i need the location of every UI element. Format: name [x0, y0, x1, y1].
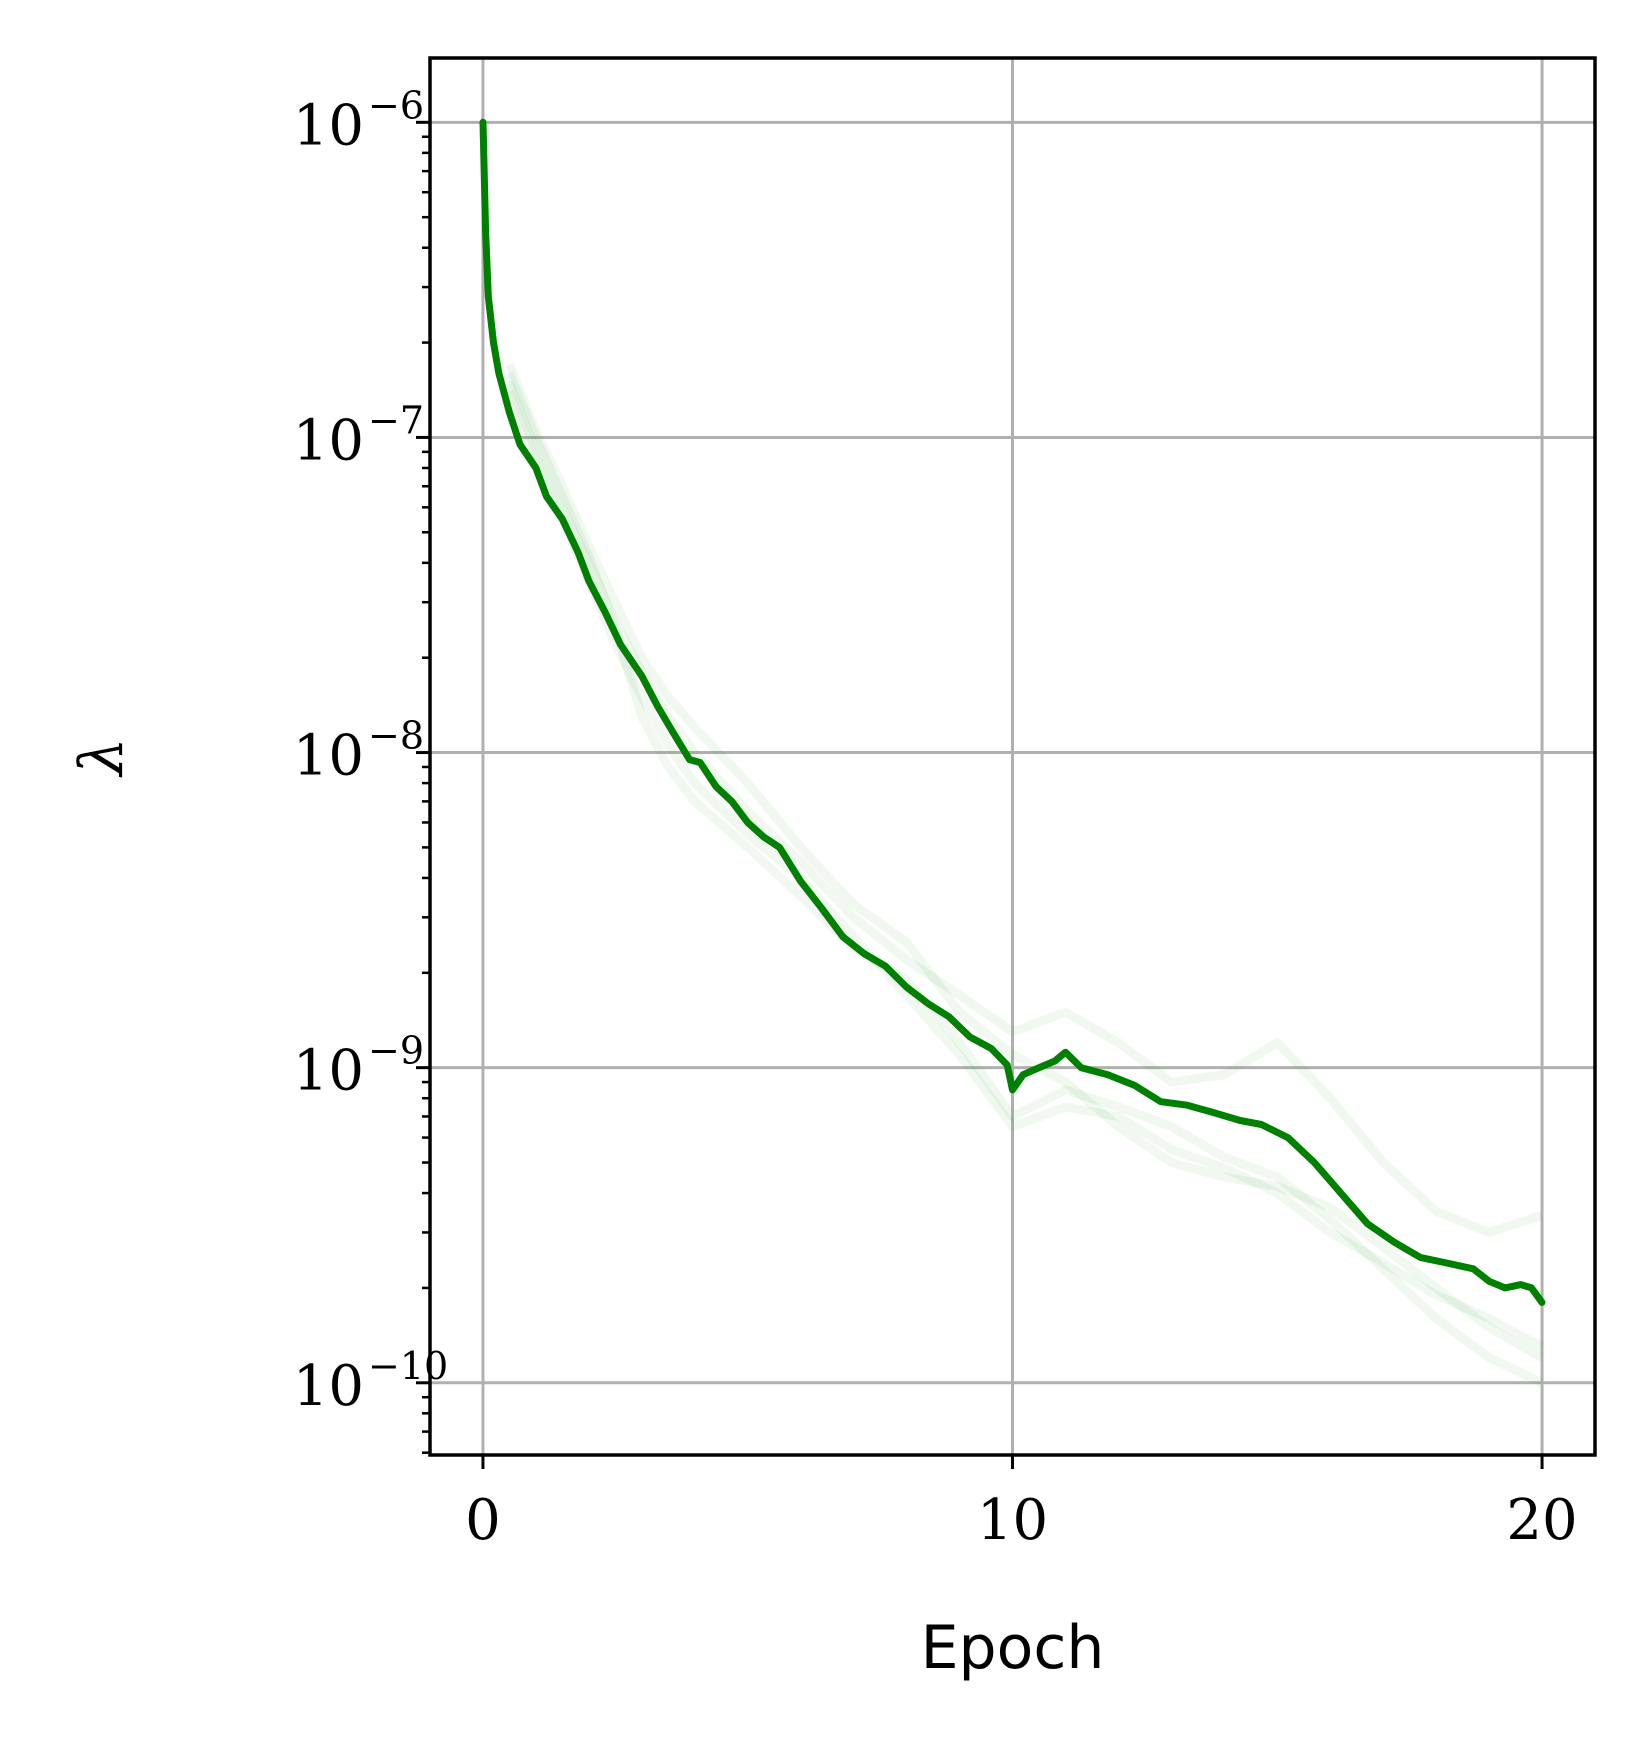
- faint-series-line-1: [505, 380, 1544, 1237]
- x-axis-label: Epoch: [921, 1613, 1105, 1683]
- x-tick-label: 20: [1506, 1488, 1577, 1553]
- x-tick-label: 10: [977, 1488, 1048, 1553]
- grid-lines: [430, 58, 1595, 1455]
- y-tick-label: 10: [293, 1039, 364, 1104]
- x-tick-labels: 0 10 20: [465, 1488, 1578, 1553]
- y-tick-label: 10: [293, 408, 364, 473]
- y-axis-label: λ: [67, 737, 137, 777]
- axis-ticks: [416, 120, 1544, 1469]
- main-series-line: [479, 118, 1546, 1306]
- y-tick-exponent: −10: [368, 1344, 448, 1388]
- y-tick-exponent: −7: [368, 398, 424, 442]
- y-tick-label: 10: [293, 93, 364, 158]
- faint-series-group: [505, 363, 1545, 1387]
- main-series-group: [479, 118, 1546, 1306]
- y-tick-exponent: −8: [368, 714, 424, 758]
- y-tick-label: 10: [293, 1354, 364, 1419]
- faint-series-line-3: [505, 371, 1544, 1387]
- faint-series-line-4: [505, 363, 1545, 1362]
- y-tick-exponent: −9: [368, 1029, 424, 1073]
- faint-series-line-2: [505, 389, 1545, 1351]
- x-tick-label: 0: [465, 1488, 501, 1553]
- y-tick-exponent: −6: [368, 83, 424, 127]
- y-tick-label: 10: [293, 724, 364, 789]
